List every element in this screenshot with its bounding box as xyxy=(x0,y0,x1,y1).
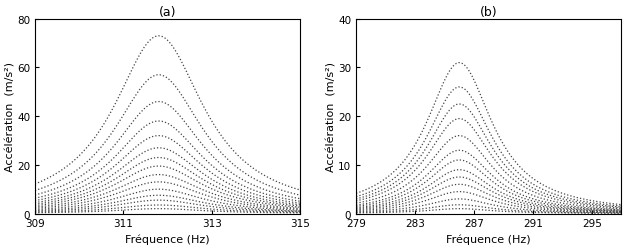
Title: (b): (b) xyxy=(480,6,498,18)
X-axis label: Fréquence (Hz): Fréquence (Hz) xyxy=(446,234,531,244)
Title: (a): (a) xyxy=(159,6,176,18)
Y-axis label: Accélération  (m/s²): Accélération (m/s²) xyxy=(327,62,337,172)
Y-axis label: Accélération  (m/s²): Accélération (m/s²) xyxy=(6,62,16,172)
X-axis label: Fréquence (Hz): Fréquence (Hz) xyxy=(125,234,210,244)
